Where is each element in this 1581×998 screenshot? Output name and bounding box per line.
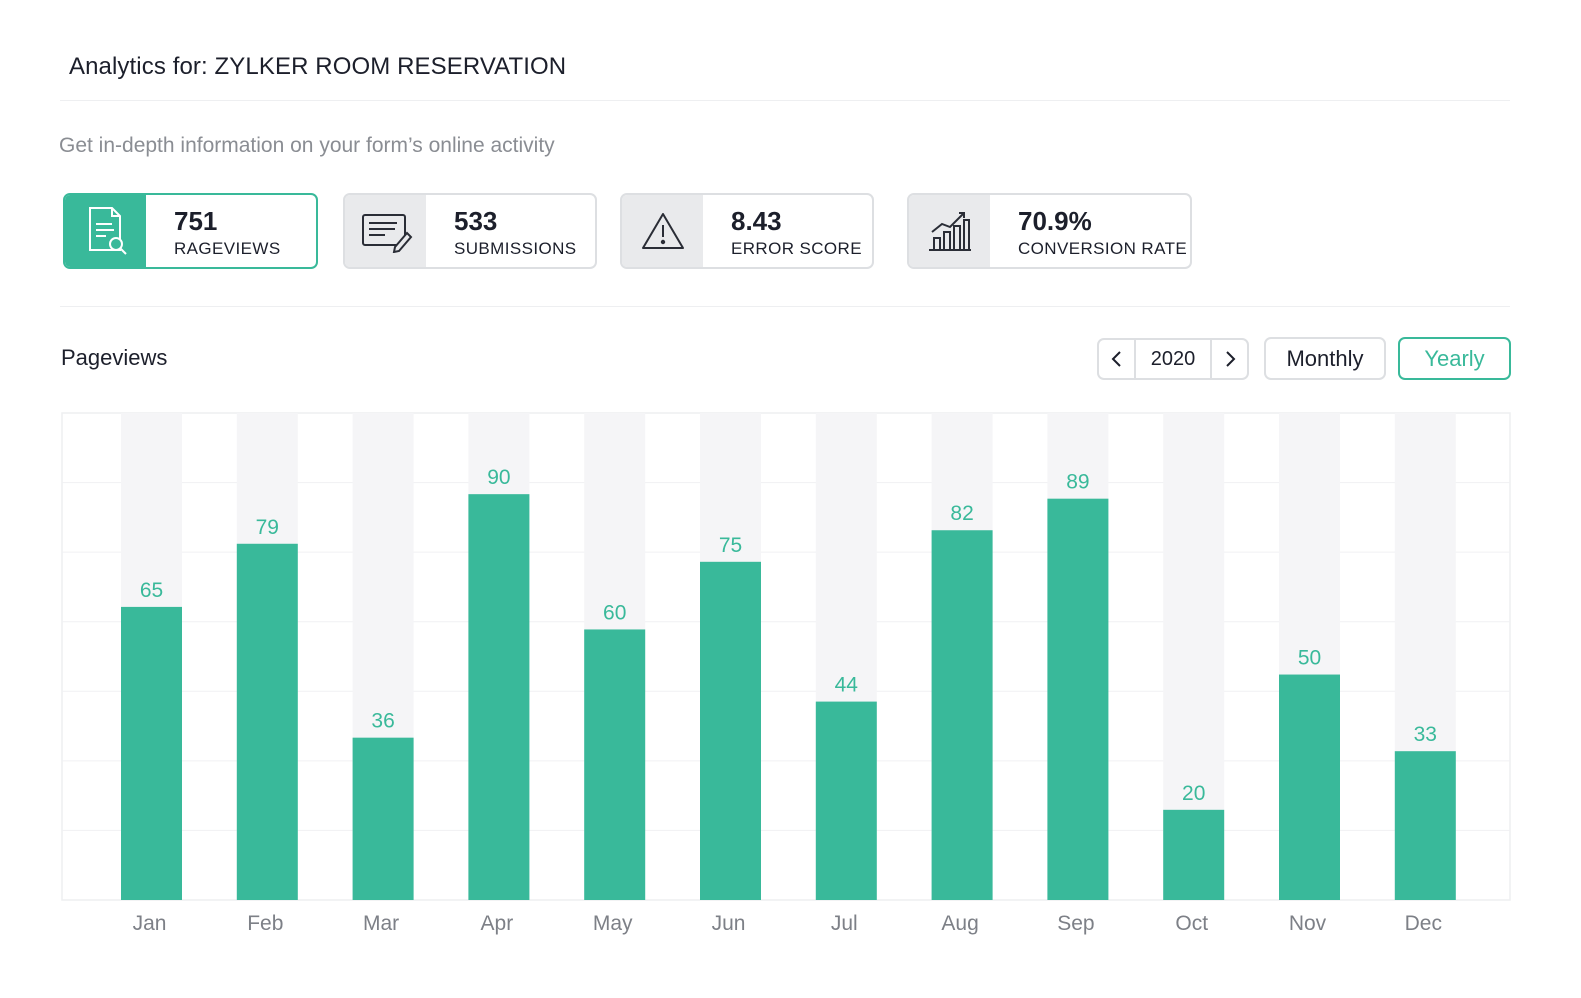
bar	[468, 494, 530, 900]
x-tick-label: Sep	[1057, 912, 1094, 935]
form-edit-icon	[345, 195, 426, 267]
page-subtitle: Get in-depth information on your form’s …	[59, 134, 555, 157]
data-label: 79	[256, 516, 279, 539]
document-search-icon	[65, 195, 146, 267]
x-tick-label: Feb	[247, 912, 283, 935]
stat-value: 751	[174, 206, 218, 236]
bar	[815, 701, 877, 900]
plot-area	[61, 412, 1511, 901]
year-selector: 2020	[1097, 338, 1249, 380]
bar	[1394, 751, 1456, 900]
stat-card-submissions[interactable]: 533 SUBMISSIONS	[343, 193, 597, 269]
x-tick-label: Mar	[363, 912, 399, 935]
stat-label: RAGEVIEWS	[174, 239, 281, 258]
data-label: 50	[1298, 647, 1321, 670]
data-label: 20	[1182, 782, 1205, 805]
stat-card-pageviews[interactable]: 751 RAGEVIEWS	[63, 193, 318, 269]
bar	[352, 737, 414, 900]
chevron-left-icon	[1111, 351, 1121, 367]
stat-label: SUBMISSIONS	[454, 239, 577, 258]
stat-card-error-score[interactable]: 8.43 ERROR SCORE	[620, 193, 874, 269]
x-tick-label: Jul	[831, 912, 858, 935]
next-year-button[interactable]	[1210, 340, 1247, 378]
bar	[584, 629, 646, 900]
bar	[236, 543, 298, 900]
x-tick-label: Dec	[1405, 912, 1442, 935]
data-label: 65	[140, 579, 163, 602]
data-label: 33	[1414, 723, 1437, 746]
bar	[1279, 674, 1340, 900]
x-tick-label: Oct	[1175, 912, 1208, 935]
x-tick-label: Jan	[133, 912, 167, 935]
bar	[121, 606, 182, 900]
data-label: 75	[719, 534, 742, 557]
bar	[931, 530, 993, 900]
data-label: 90	[487, 466, 510, 489]
warning-icon	[622, 195, 703, 267]
section-title: Pageviews	[61, 345, 168, 370]
x-tick-label: Apr	[481, 912, 514, 935]
x-tick-label: Nov	[1289, 912, 1327, 935]
stat-label: CONVERSION RATE	[1018, 239, 1188, 258]
stat-value: 70.9%	[1018, 206, 1092, 236]
yearly-toggle[interactable]: Yearly	[1398, 337, 1511, 380]
data-label: 60	[603, 601, 626, 624]
chevron-right-icon	[1225, 351, 1235, 367]
x-tick-label: Jun	[712, 912, 746, 935]
bar	[1047, 498, 1109, 900]
page-title: Analytics for: ZYLKER ROOM RESERVATION	[69, 53, 567, 80]
x-tick-label: Aug	[941, 912, 978, 935]
stat-card-conversion-rate[interactable]: 70.9% CONVERSION RATE	[907, 193, 1192, 269]
year-value: 2020	[1150, 347, 1196, 370]
monthly-toggle[interactable]: Monthly	[1264, 337, 1386, 380]
data-label: 44	[835, 674, 859, 697]
stat-value: 533	[454, 206, 498, 236]
stat-value: 8.43	[731, 206, 782, 236]
data-label: 89	[1066, 471, 1089, 494]
stats-divider	[60, 306, 1510, 307]
data-label: 82	[950, 502, 973, 525]
header-divider	[60, 100, 1510, 101]
data-label: 36	[371, 710, 394, 733]
growth-chart-icon	[909, 195, 990, 267]
stat-label: ERROR SCORE	[731, 239, 862, 258]
x-tick-label: May	[593, 912, 633, 935]
previous-year-button[interactable]	[1099, 340, 1136, 378]
bar	[1163, 809, 1225, 900]
bar	[700, 561, 761, 900]
